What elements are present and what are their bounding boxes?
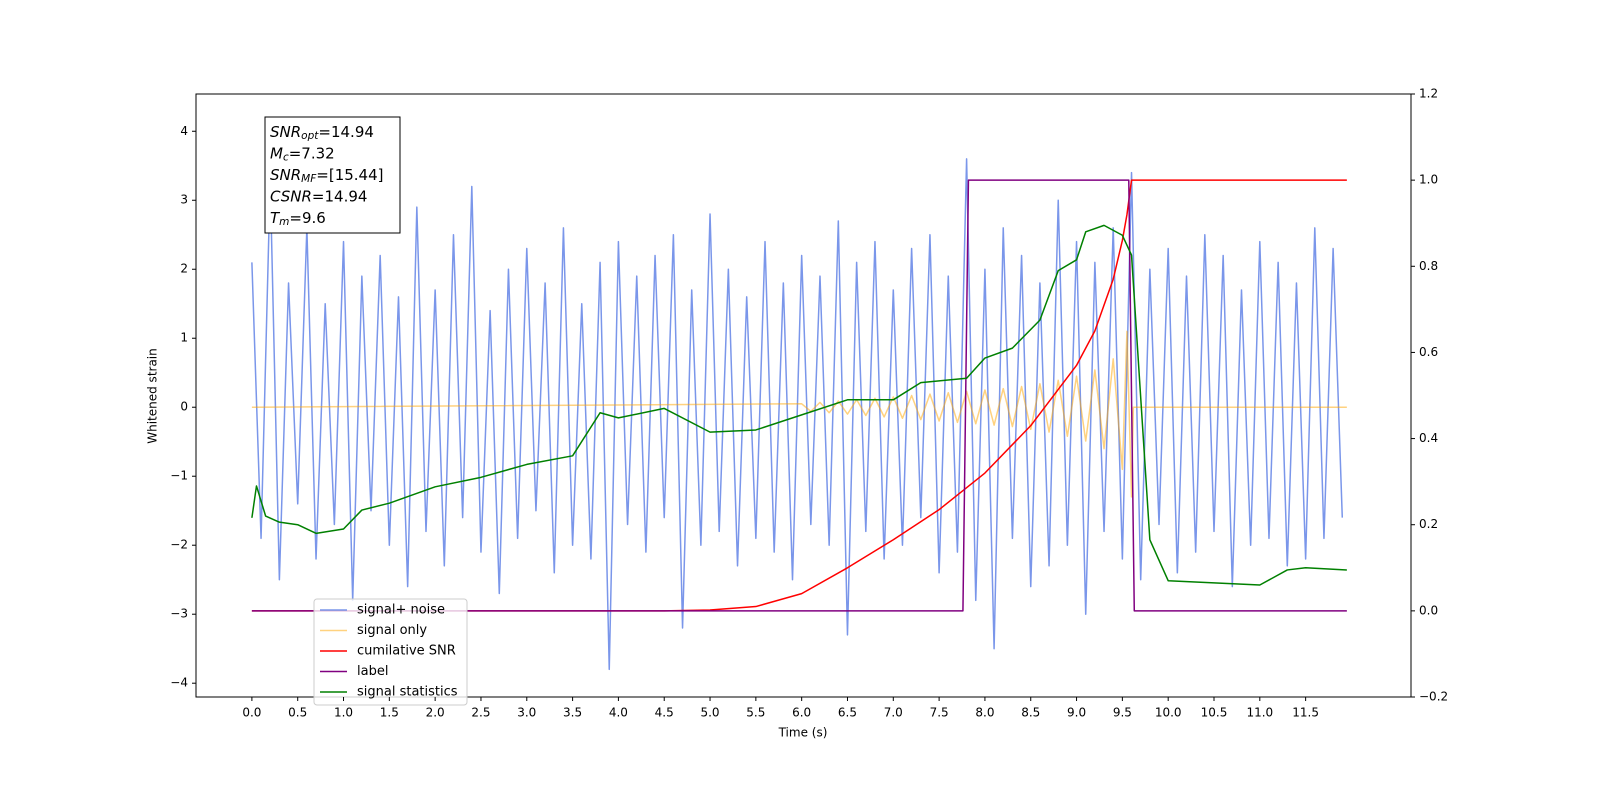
x-tick-label: 6.5 <box>838 706 857 720</box>
annotation-value: =[15.44] <box>316 166 383 184</box>
annotation-base: M <box>270 144 283 162</box>
y-tick-label: −4 <box>170 676 188 690</box>
x-tick-label: 3.0 <box>517 706 536 720</box>
x-tick-label: 8.0 <box>975 706 994 720</box>
annotation-value: =9.6 <box>289 209 325 227</box>
series-line <box>251 330 1347 498</box>
annotation-sub: m <box>279 216 289 228</box>
annotation-line: Mc=7.32 <box>270 144 335 164</box>
x-tick-label: 0.0 <box>242 706 261 720</box>
x-axis-label: Time (s) <box>778 726 828 740</box>
plot-area <box>251 158 1347 671</box>
series-line <box>251 158 1344 671</box>
y-tick-label: −2 <box>170 538 188 552</box>
y2-tick-label: 0.6 <box>1419 345 1438 359</box>
x-tick-label: 5.0 <box>700 706 719 720</box>
annotation-line: SNRopt=14.94 <box>270 123 374 143</box>
y2-tick-label: 0.8 <box>1419 259 1438 273</box>
annotation-line: SNRMF=[15.44] <box>270 166 384 186</box>
x-tick-label: 11.0 <box>1246 706 1273 720</box>
x-tick-label: 10.5 <box>1201 706 1228 720</box>
y2-tick-label: 0.2 <box>1419 517 1438 531</box>
annotation-value: =7.32 <box>289 144 335 162</box>
annotation-box <box>264 116 401 234</box>
x-tick-label: 9.5 <box>1113 706 1132 720</box>
annotation-base: SNR <box>270 123 301 141</box>
x-tick-label: 2.0 <box>426 706 445 720</box>
x-tick-label: 0.5 <box>288 706 307 720</box>
legend-label: signal statistics <box>357 685 458 700</box>
legend-box <box>313 598 468 706</box>
y-tick-label: 3 <box>180 193 188 207</box>
x-tick-label: 8.5 <box>1021 706 1040 720</box>
y2-tick-label: 1.2 <box>1419 87 1438 101</box>
x-tick-label: 2.5 <box>471 706 490 720</box>
x-tick-label: 7.5 <box>930 706 949 720</box>
annotation-sub: c <box>283 152 289 164</box>
y-tick-label: 0 <box>180 400 188 414</box>
annotation-base: T <box>270 209 281 227</box>
x-tick-label: 9.0 <box>1067 706 1086 720</box>
y-tick-label: −1 <box>170 469 188 483</box>
annotation: SNRopt=14.94Mc=7.32SNRMF=[15.44]CSNR=14.… <box>270 123 384 229</box>
annotation-value: =14.94 <box>318 123 374 141</box>
legend-label: signal only <box>357 623 427 638</box>
y2-tick-label: 0.4 <box>1419 431 1438 445</box>
annotation-base: CSNR <box>270 187 312 205</box>
series-line <box>251 179 1347 612</box>
legend: signal+ noise signal only cumilative SNR la… <box>320 603 458 700</box>
series-line <box>251 224 1347 586</box>
annotation-value: =14.94 <box>312 187 368 205</box>
y-axis-label: Whitened strain <box>146 348 160 444</box>
x-tick-label: 11.5 <box>1292 706 1319 720</box>
annotation-sub: opt <box>301 130 319 142</box>
annotation-line: Tm=9.6 <box>270 209 326 229</box>
legend-label: cumilative SNR <box>357 644 456 659</box>
y-tick-label: −3 <box>170 607 188 621</box>
y-tick-label: 1 <box>180 331 188 345</box>
x-tick-label: 6.0 <box>792 706 811 720</box>
annotation-line: CSNR=14.94 <box>270 187 367 205</box>
annotation-base: SNR <box>270 166 301 184</box>
axes-frame <box>195 93 1412 698</box>
y2-tick-label: 0.0 <box>1419 603 1438 617</box>
x-tick-label: 7.0 <box>884 706 903 720</box>
x-tick-label: 1.0 <box>334 706 353 720</box>
x-tick-label: 10.0 <box>1155 706 1182 720</box>
y-tick-label: 2 <box>180 262 188 276</box>
annotation-sub: MF <box>301 173 317 185</box>
y-tick-label: 4 <box>180 124 188 138</box>
x-tick-label: 5.5 <box>746 706 765 720</box>
y2-tick-label: 1.0 <box>1419 173 1438 187</box>
legend-label: signal+ noise <box>357 603 445 618</box>
x-tick-label: 4.5 <box>655 706 674 720</box>
x-tick-label: 1.5 <box>380 706 399 720</box>
y2-tick-label: −0.2 <box>1419 690 1448 704</box>
x-tick-label: 4.0 <box>609 706 628 720</box>
legend-label: label <box>357 664 388 679</box>
x-tick-label: 3.5 <box>563 706 582 720</box>
series-line <box>251 179 1347 612</box>
